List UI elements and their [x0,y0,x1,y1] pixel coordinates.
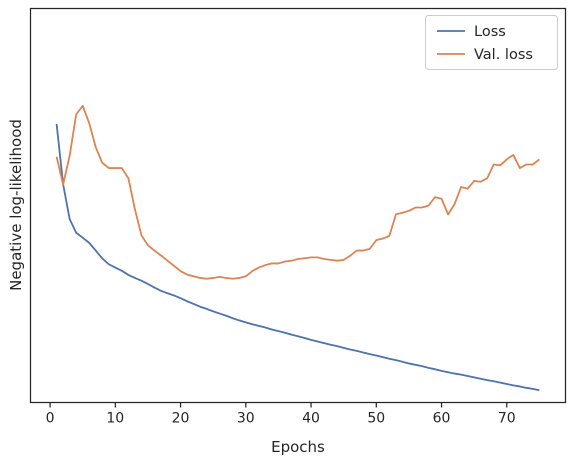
y-axis-label: Negative log-likelihood [7,119,25,291]
legend-label-loss: Loss [474,24,506,40]
legend-label-val-loss: Val. loss [474,47,533,63]
legend: Loss Val. loss [425,15,558,70]
series-line-val-loss [55,104,540,280]
legend-box [425,15,558,70]
series-lines [55,104,540,392]
x-tick-label: 10 [106,411,124,427]
x-tick-label: 60 [433,411,451,427]
x-tick-label: 30 [237,411,255,427]
x-axis-ticks: 0 10 20 30 40 50 60 70 [46,402,516,427]
x-axis-label: Epochs [271,438,325,456]
x-tick-label: 50 [367,411,385,427]
x-tick-label: 20 [172,411,190,427]
series-line-loss [55,123,540,392]
x-tick-label: 70 [498,411,516,427]
x-tick-label: 0 [46,411,55,427]
x-tick-label: 40 [302,411,320,427]
